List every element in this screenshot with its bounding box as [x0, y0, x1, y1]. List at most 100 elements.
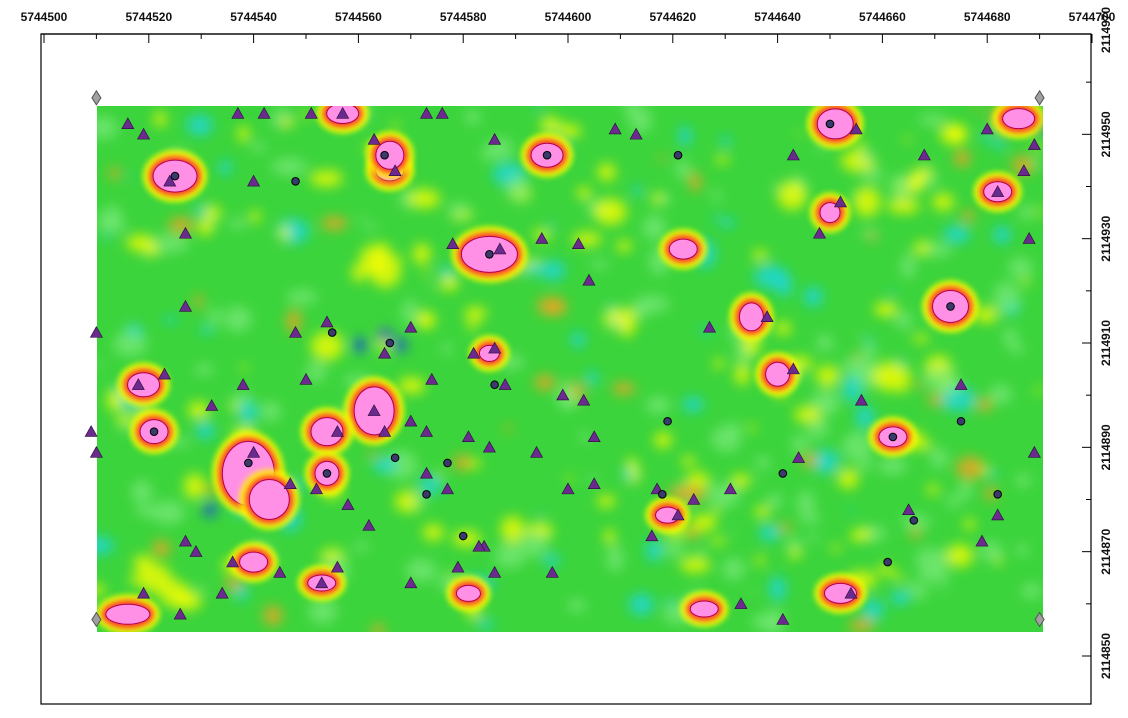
anomaly-peak — [819, 202, 841, 224]
x-tick-label: 5744620 — [649, 10, 696, 24]
noise-patch — [848, 619, 875, 632]
noise-patch — [945, 496, 960, 508]
noise-patch — [816, 365, 840, 387]
noise-patch — [1030, 157, 1043, 168]
noise-patch — [661, 541, 686, 557]
noise-patch — [883, 374, 894, 381]
noise-patch — [894, 312, 913, 329]
noise-patch — [263, 605, 283, 626]
anomaly-grid — [97, 106, 1043, 632]
triangle-marker — [760, 310, 774, 323]
triangle-marker — [131, 378, 145, 390]
noise-patch — [910, 529, 922, 539]
triangle-marker — [556, 388, 570, 401]
noise-patch — [152, 540, 171, 557]
noise-patch — [504, 425, 513, 433]
noise-patch — [1036, 207, 1043, 217]
noise-patch — [1010, 344, 1026, 354]
noise-patch — [878, 306, 887, 314]
noise-patch — [678, 481, 686, 490]
noise-patch — [765, 608, 785, 632]
noise-patch — [926, 242, 952, 258]
triangle-marker — [535, 232, 549, 244]
noise-patch — [193, 294, 203, 309]
noise-patch — [116, 414, 134, 426]
noise-patch — [621, 468, 635, 480]
x-tick-label: 5744560 — [335, 10, 382, 24]
x-tick-label: 5744600 — [545, 10, 592, 24]
noise-patch — [755, 555, 765, 566]
circle-marker — [778, 469, 788, 478]
noise-patch — [309, 170, 343, 187]
noise-patch — [918, 114, 947, 126]
noise-patch — [570, 331, 586, 348]
noise-patch — [628, 593, 655, 616]
corner-markers — [91, 89, 1045, 628]
noise-patch — [467, 320, 478, 330]
noise-patch — [405, 558, 437, 582]
noise-patch — [752, 249, 768, 261]
triangle-marker — [163, 174, 177, 187]
noise-patch — [418, 475, 443, 495]
triangle-marker — [849, 122, 863, 135]
noise-patch — [853, 353, 861, 359]
circle-marker — [542, 150, 552, 160]
circle-marker — [149, 427, 159, 436]
anomaly-peak — [310, 417, 344, 447]
noise-patch — [363, 223, 378, 231]
noise-patch — [654, 432, 673, 449]
noise-patch — [440, 273, 459, 292]
noise-patch — [218, 160, 232, 176]
anomaly-peak — [455, 584, 481, 602]
noise-patch — [1003, 327, 1018, 348]
triangle-marker — [488, 132, 502, 145]
triangle-marker — [786, 362, 800, 375]
noise-patch — [194, 586, 209, 593]
noise-patch — [1008, 257, 1033, 279]
triangle-marker — [1027, 445, 1041, 458]
noise-patch — [748, 589, 756, 595]
triangle-marker — [723, 482, 737, 495]
noise-patch — [271, 157, 308, 176]
noise-patch — [924, 367, 958, 391]
noise-patch — [597, 163, 616, 182]
triangle-marker — [734, 597, 748, 609]
noise-patch — [428, 284, 437, 291]
noise-patch — [557, 124, 582, 138]
noise-patch — [806, 533, 819, 543]
noise-patch — [131, 480, 153, 504]
noise-patch — [97, 116, 118, 140]
triangle-marker — [378, 425, 392, 437]
triangle-marker — [178, 226, 192, 239]
anomaly-peak — [668, 238, 698, 260]
noise-patch — [932, 193, 954, 211]
circle-marker — [663, 416, 672, 426]
triangle-marker — [854, 393, 868, 406]
noise-patch — [710, 508, 721, 516]
triangle-marker — [902, 503, 916, 516]
corner-marker — [1034, 89, 1045, 106]
noise-patch — [824, 403, 836, 416]
noise-patch — [308, 598, 338, 624]
anomaly-peak — [248, 479, 290, 520]
noise-patch — [887, 198, 920, 214]
noise-patch — [97, 209, 111, 234]
noise-patch — [168, 217, 195, 233]
triangle-marker — [451, 560, 465, 573]
x-tick-label: 5744680 — [964, 10, 1011, 24]
triangle-marker — [1022, 232, 1036, 244]
circle-marker — [327, 328, 337, 337]
noise-patch — [616, 240, 632, 253]
noise-patch — [1019, 205, 1034, 220]
triangle-marker — [89, 445, 103, 458]
noise-patch — [878, 456, 907, 475]
triangle-marker — [813, 226, 827, 239]
noise-patch — [811, 449, 840, 474]
noise-patch — [755, 476, 762, 482]
noise-patch — [549, 221, 555, 230]
anomaly-peak — [738, 302, 764, 332]
noise-patch — [632, 303, 647, 318]
circle-marker — [909, 516, 919, 525]
triangle-marker — [273, 565, 287, 578]
noise-patch — [401, 299, 418, 325]
